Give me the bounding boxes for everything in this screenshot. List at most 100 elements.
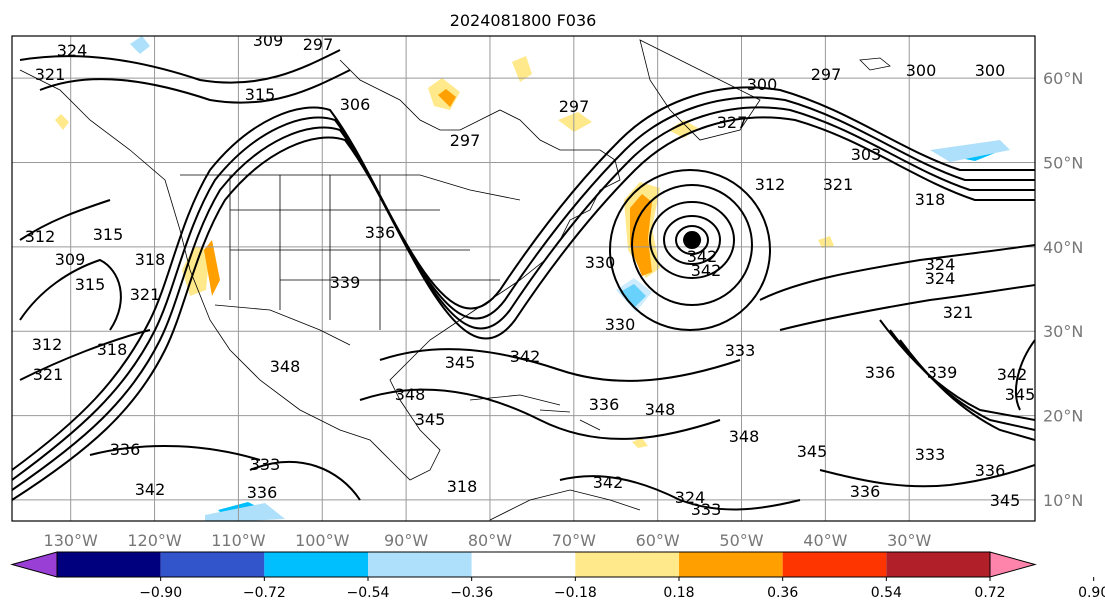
map-area: 324 321 309 315 306 297 297 300 297 300 300 297 327 3…	[12, 35, 1035, 521]
contour-label: 312	[25, 227, 56, 246]
colorbar-tick-label: 0.54	[871, 585, 902, 601]
shade-orange-hudson	[438, 89, 456, 107]
shade-lightblue-ne	[930, 140, 1010, 162]
lon-label: 40°W	[803, 531, 847, 550]
contour-label: 324	[925, 269, 956, 288]
colorbar-swatch	[471, 552, 576, 577]
contour-label: 336	[865, 363, 896, 382]
contour-label: 321	[33, 365, 64, 384]
contour-west-pac-1	[19, 258, 122, 331]
contour-label: 345	[445, 353, 476, 372]
contour-trop-4	[89, 444, 261, 461]
contour-label: 324	[57, 41, 88, 60]
contour-label: 333	[691, 500, 722, 519]
colorbar-swatch	[782, 552, 887, 577]
contour-label: 333	[725, 341, 756, 360]
colorbar-swatch	[886, 552, 990, 577]
contour-label: 312	[755, 175, 786, 194]
map-frame	[11, 35, 1036, 522]
contour-label: 297	[303, 35, 334, 54]
contour-label: 348	[395, 385, 426, 404]
contour-label: 297	[450, 131, 481, 150]
colorbar-frame	[56, 551, 991, 578]
colorbar-extend-max	[989, 551, 1037, 578]
lon-label: 30°W	[887, 531, 931, 550]
colorbar-swatch	[57, 552, 161, 577]
contour-label: 315	[93, 225, 124, 244]
contour-east-4	[1015, 339, 1035, 411]
shade-yellow-labrador	[512, 56, 532, 82]
us-mexico-border	[214, 304, 351, 346]
contour-label: 342	[691, 261, 722, 280]
contour-label: 348	[270, 357, 301, 376]
contour-low-ring-3	[649, 201, 736, 279]
shaded-anomalies	[55, 36, 1010, 521]
contour-label: 303	[851, 145, 882, 164]
contour-label: 342	[687, 247, 718, 266]
contour-label: 342	[510, 347, 541, 366]
contour-label: 297	[811, 65, 842, 84]
shade-orange-lowcentre-west	[630, 194, 652, 276]
contour-mid-atl-2	[779, 284, 1035, 331]
contour-se-1	[819, 464, 1035, 488]
contour-label: 318	[97, 340, 128, 359]
colorbar-swatch	[575, 552, 679, 577]
lon-label: 50°W	[719, 531, 763, 550]
contour-label: 321	[35, 65, 66, 84]
chart-title: 2024081800 F036	[450, 11, 597, 30]
shade-yellow-east	[818, 236, 834, 248]
colorbar-tick-label: −0.90	[139, 585, 182, 601]
contour-label: 339	[330, 273, 361, 292]
colorbar-tick-label: 0.90	[1078, 585, 1105, 601]
contour-west-pac-3	[19, 199, 111, 241]
shade-lightblue-se-mexico	[205, 503, 285, 521]
shade-yellow-tropics	[632, 438, 648, 448]
lat-label: 50°N	[1043, 154, 1083, 173]
contour-label: 300	[975, 61, 1006, 80]
contour-east-2	[889, 329, 1035, 431]
colorbar-swatch	[264, 552, 368, 577]
contour-label: 336	[110, 440, 141, 459]
contour-label: 321	[823, 175, 854, 194]
shade-yellow-labrador-2	[558, 112, 592, 132]
contour-label: 348	[645, 400, 676, 419]
lon-label: 60°W	[636, 531, 680, 550]
contour-label: 339	[927, 363, 958, 382]
contour-label: 327	[717, 113, 748, 132]
contour-label: 300	[747, 75, 778, 94]
contour-lowcentre-fill	[683, 231, 701, 249]
contour-label: 333	[915, 445, 946, 464]
contour-trop-2	[359, 388, 721, 440]
lat-label: 10°N	[1043, 491, 1083, 510]
contour-label: 315	[75, 275, 106, 294]
contour-label: 300	[906, 61, 937, 80]
lon-label: 130°W	[44, 531, 99, 550]
longitude-labels: 130°W 120°W 110°W 100°W 90°W 80°W 70°W 60°W 50°W…	[44, 531, 932, 550]
lat-label: 40°N	[1043, 238, 1083, 257]
colorbar-tick-label: −0.36	[450, 585, 493, 601]
contour-jet-4	[12, 116, 1035, 501]
contour-label: 312	[32, 335, 63, 354]
lon-label: 110°W	[211, 531, 266, 550]
contour-label: 342	[135, 480, 166, 499]
lon-label: 100°W	[295, 531, 350, 550]
colorbar-extend-min	[10, 551, 58, 578]
lon-label: 90°W	[384, 531, 428, 550]
greenland-coast	[639, 39, 761, 141]
theta-contours	[12, 49, 1035, 511]
contour-label: 321	[943, 303, 974, 322]
contour-mid-atl	[759, 244, 1035, 301]
us-canada-border	[180, 174, 521, 201]
lon-label: 80°W	[468, 531, 512, 550]
contour-label: 306	[340, 95, 371, 114]
colorbar-swatch	[160, 552, 265, 577]
contour-low-ring-5	[609, 169, 772, 331]
contour-east-3	[879, 319, 1035, 421]
contour-label: 315	[245, 85, 276, 104]
contour-label: 342	[593, 473, 624, 492]
contour-label: 336	[365, 223, 396, 242]
contour-label: 336	[975, 461, 1006, 480]
lat-label: 20°N	[1043, 407, 1083, 426]
colorbar-tick-label: −0.72	[243, 585, 286, 601]
contour-trop-3	[249, 461, 361, 501]
